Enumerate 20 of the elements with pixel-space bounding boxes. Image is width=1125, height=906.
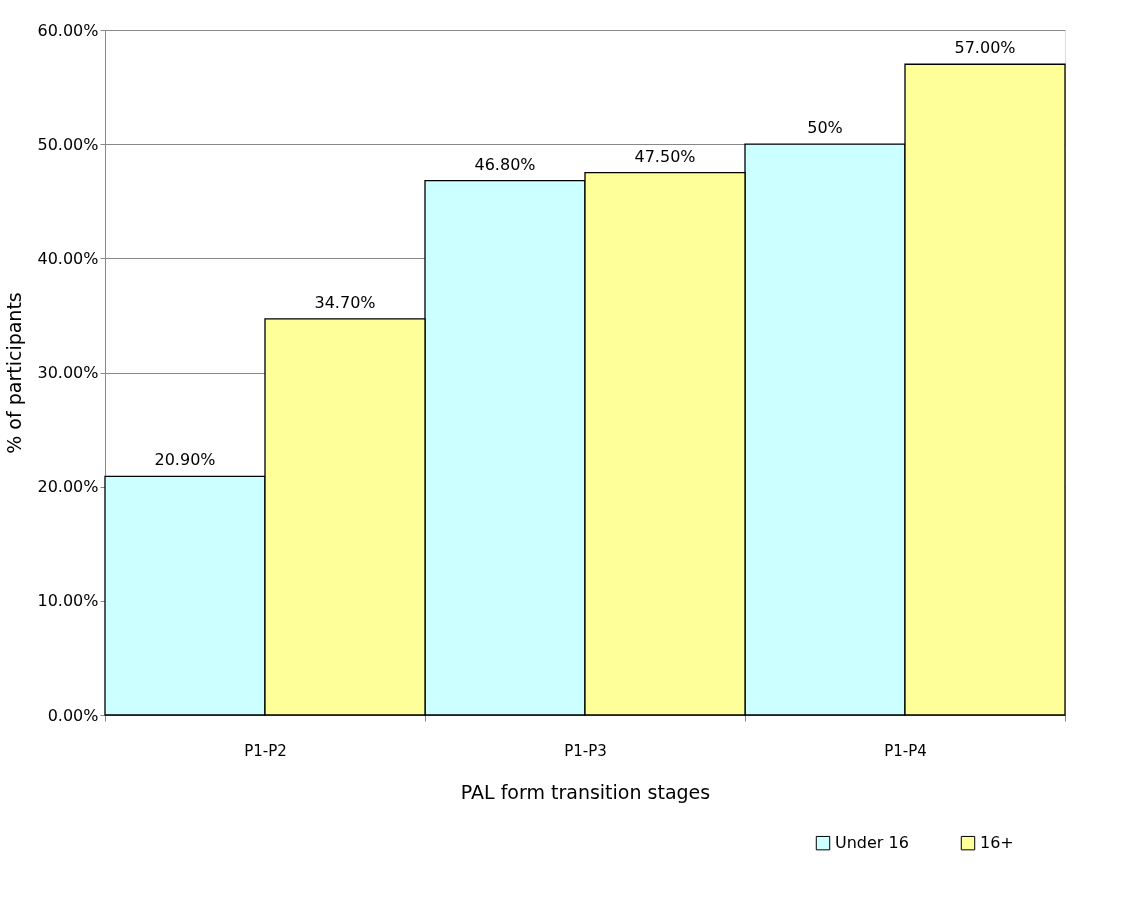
- x-tick-label: P1-P4: [884, 741, 927, 760]
- y-tick-label: 40.00%: [37, 248, 99, 268]
- x-tick-label: P1-P2: [244, 741, 287, 760]
- data-label: 20.90%: [154, 450, 216, 470]
- y-tick-label: 0.00%: [47, 705, 99, 725]
- y-axis-title: % of participants: [3, 292, 26, 454]
- y-tick-label: 30.00%: [37, 363, 99, 382]
- x-tick-label: P1-P3: [564, 741, 607, 760]
- data-label: 47.50%: [634, 146, 696, 166]
- data-label: 46.80%: [474, 154, 536, 174]
- y-tick-label: 20.00%: [37, 477, 99, 497]
- legend-label: 16+: [980, 833, 1014, 853]
- data-label: 57.00%: [954, 38, 1016, 58]
- y-tick-label: 10.00%: [37, 591, 99, 611]
- legend-label: Under 16: [835, 833, 909, 853]
- y-tick-label: 50.00%: [37, 134, 99, 154]
- data-label: 34.70%: [314, 292, 376, 312]
- y-tick-label: 60.00%: [37, 20, 99, 40]
- data-label: 50%: [807, 118, 843, 138]
- x-axis-title: PAL form transition stages: [460, 780, 711, 803]
